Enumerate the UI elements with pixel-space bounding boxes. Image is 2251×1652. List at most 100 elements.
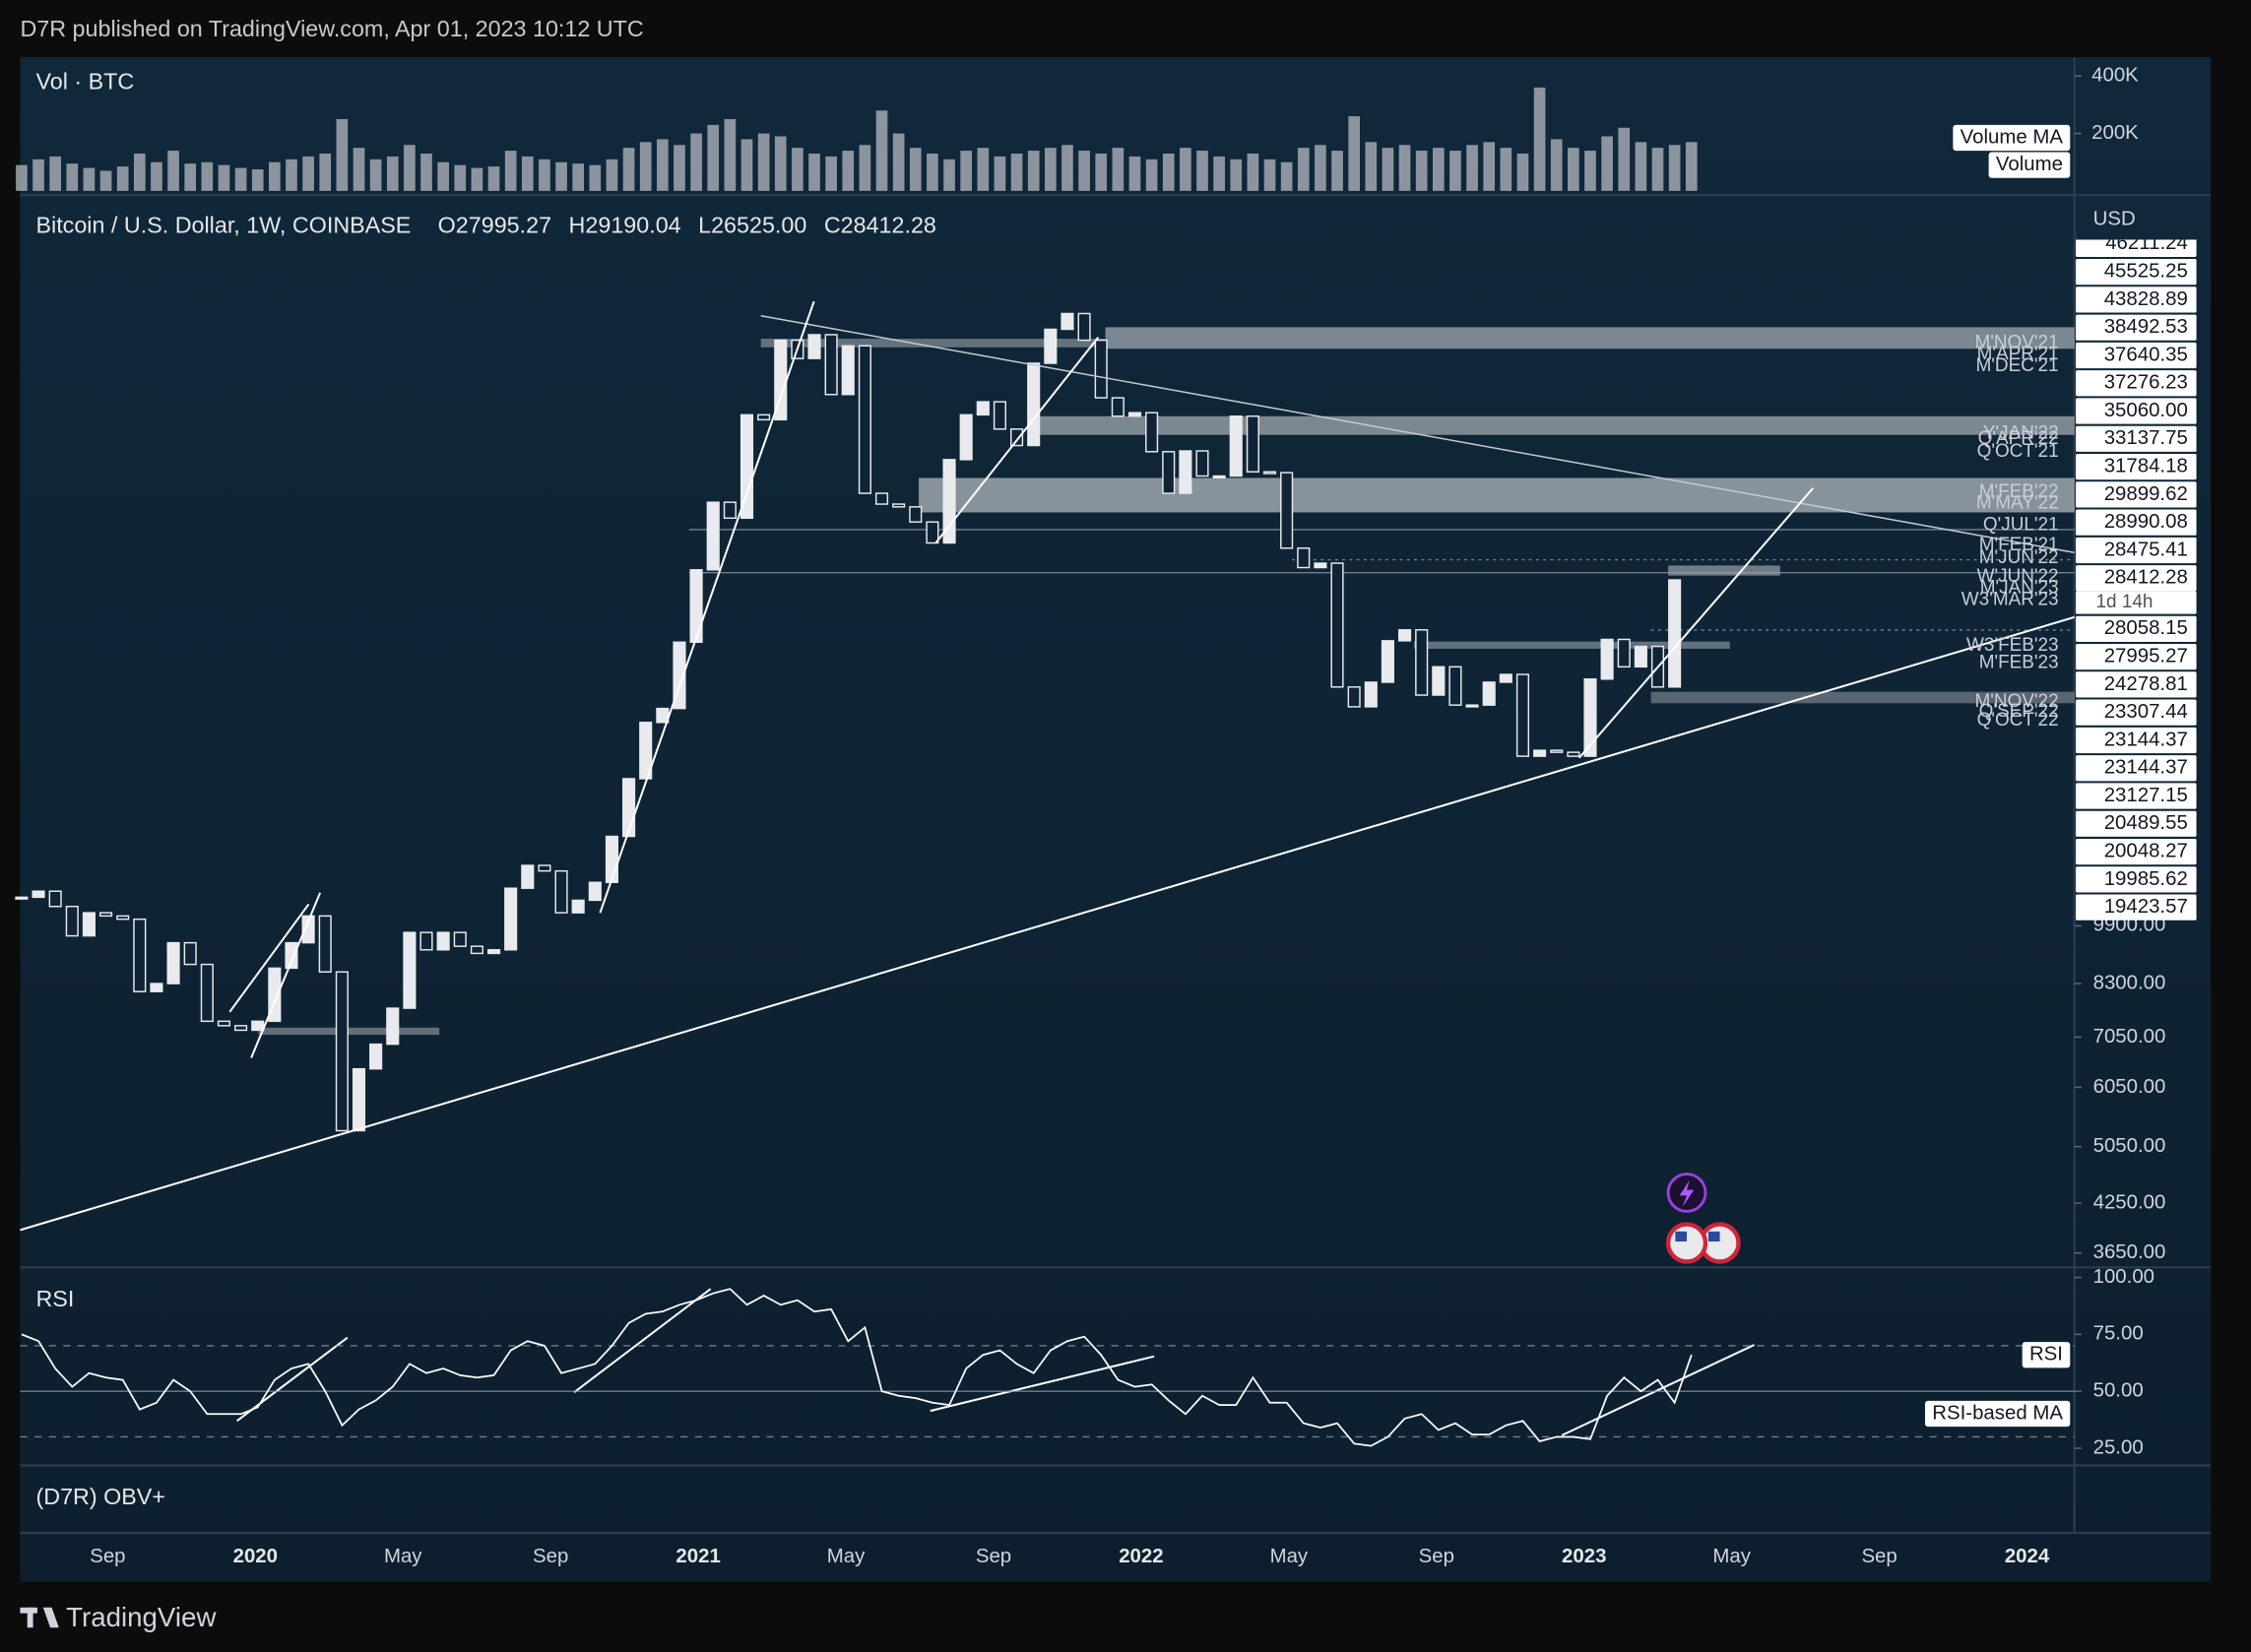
y-tick-label: 7050.00 [2093,1026,2166,1048]
candle [318,915,332,973]
volume-bar [1668,145,1681,191]
volume-bar [842,151,855,191]
x-tick-label: 2023 [1562,1546,1606,1567]
x-tick-label: Sep [1419,1546,1454,1567]
volume-bar [1618,127,1631,191]
candle [1347,686,1361,708]
candle [757,413,771,421]
candle [1111,397,1125,417]
level-label: M'APR'21 [1977,344,2059,364]
price-label: 37276.23 [2104,372,2188,394]
volume-bar [1415,151,1428,191]
price-label-box [2076,509,2197,536]
price-label-box [2076,615,2197,642]
candle [1533,749,1547,757]
candle [1499,673,1512,683]
volume-bar [1348,116,1360,191]
volume-bar [572,163,585,191]
candle [1127,412,1142,417]
level-label: Y'JAN'22 [1983,422,2059,443]
candle [874,492,889,505]
volume-bar [875,110,888,191]
volume-bar [437,161,449,191]
level-label: M'JUN'22 [1979,547,2059,568]
volume-bar [1112,148,1125,191]
ohlc-value: O27995.27 [438,212,551,237]
volume-bar [859,145,871,191]
price-label-box [2076,398,2197,424]
volume-bar [1365,142,1378,191]
legend-item-text: Volume MA [1961,126,2064,148]
price-label-box [2076,894,2197,921]
candle [1314,562,1327,569]
candle [1567,751,1580,757]
candle [504,887,518,951]
volume-bar [1635,142,1647,191]
volume-bar [1382,148,1394,191]
volume-bar [184,163,197,191]
volume-bar [943,159,955,191]
level-label: M'FEB'22 [1979,481,2059,502]
volume-bar [792,148,804,191]
volume-bar [657,139,669,191]
candle [1280,472,1294,549]
price-label-box [2076,314,2197,341]
volume-bar [1398,145,1411,191]
price-label: 28058.15 [2104,617,2188,639]
price-label-box [2076,783,2197,809]
candle [251,1020,265,1032]
volume-bar [167,151,179,191]
volume-bar [1095,153,1108,191]
volume-bar [1601,136,1613,191]
price-label: 29899.62 [2104,483,2188,505]
candle [116,915,130,921]
level-label: M'DEC'21 [1976,355,2059,376]
trend-lines [20,300,2075,1436]
countdown: 1d 14h [2096,592,2154,612]
candle [419,931,433,951]
y-tick-label: 4250.00 [2093,1191,2166,1213]
volume-bar [1180,148,1191,191]
candle [993,401,1006,430]
candle [824,334,838,396]
price-label-box [2076,727,2197,754]
price-label: 19985.62 [2104,868,2188,890]
legend-item: RSI-based MA [1924,1400,2071,1428]
candle [150,983,163,992]
volume-bar [927,153,938,191]
volume-bar [234,167,247,191]
publisher-line: D7R published on TradingView.com, Apr 01… [20,16,643,41]
volume-bar [1685,142,1698,191]
volume-bar [1027,151,1040,191]
volume-bar [487,166,500,191]
price-label: 33137.75 [2104,427,2188,449]
level-label: Q'SEP'22 [1979,701,2059,722]
price-label: 37640.35 [2104,344,2188,365]
price-label-box [2076,286,2197,313]
price-label-box [2076,810,2197,837]
currency-box [2076,198,2212,240]
price-label: 31784.18 [2104,455,2188,477]
candle [1465,704,1479,708]
candle [1162,451,1176,494]
y-tick-label: 400K [2091,65,2139,87]
candle [1229,415,1243,477]
x-tick-label: 2024 [2005,1546,2050,1567]
ohlc-value: C28412.28 [824,212,936,237]
candle [1515,673,1530,757]
volume-bar [1247,153,1259,191]
candle [1179,450,1192,494]
candle [740,413,754,520]
candle [1364,681,1378,708]
level-label: M'MAY'22 [1976,493,2059,514]
y-tick-label: 75.00 [2093,1323,2144,1345]
y-tick-label: 200K [2091,122,2139,144]
rsi-title: RSI [35,1286,74,1311]
level-zones [258,327,2075,1036]
volume-bar [116,166,129,191]
volume-bar [32,159,44,191]
volume-bar [639,142,652,191]
volume-bar [825,156,837,191]
price-label: 23144.37 [2104,757,2188,779]
volume-bar [1128,156,1141,191]
